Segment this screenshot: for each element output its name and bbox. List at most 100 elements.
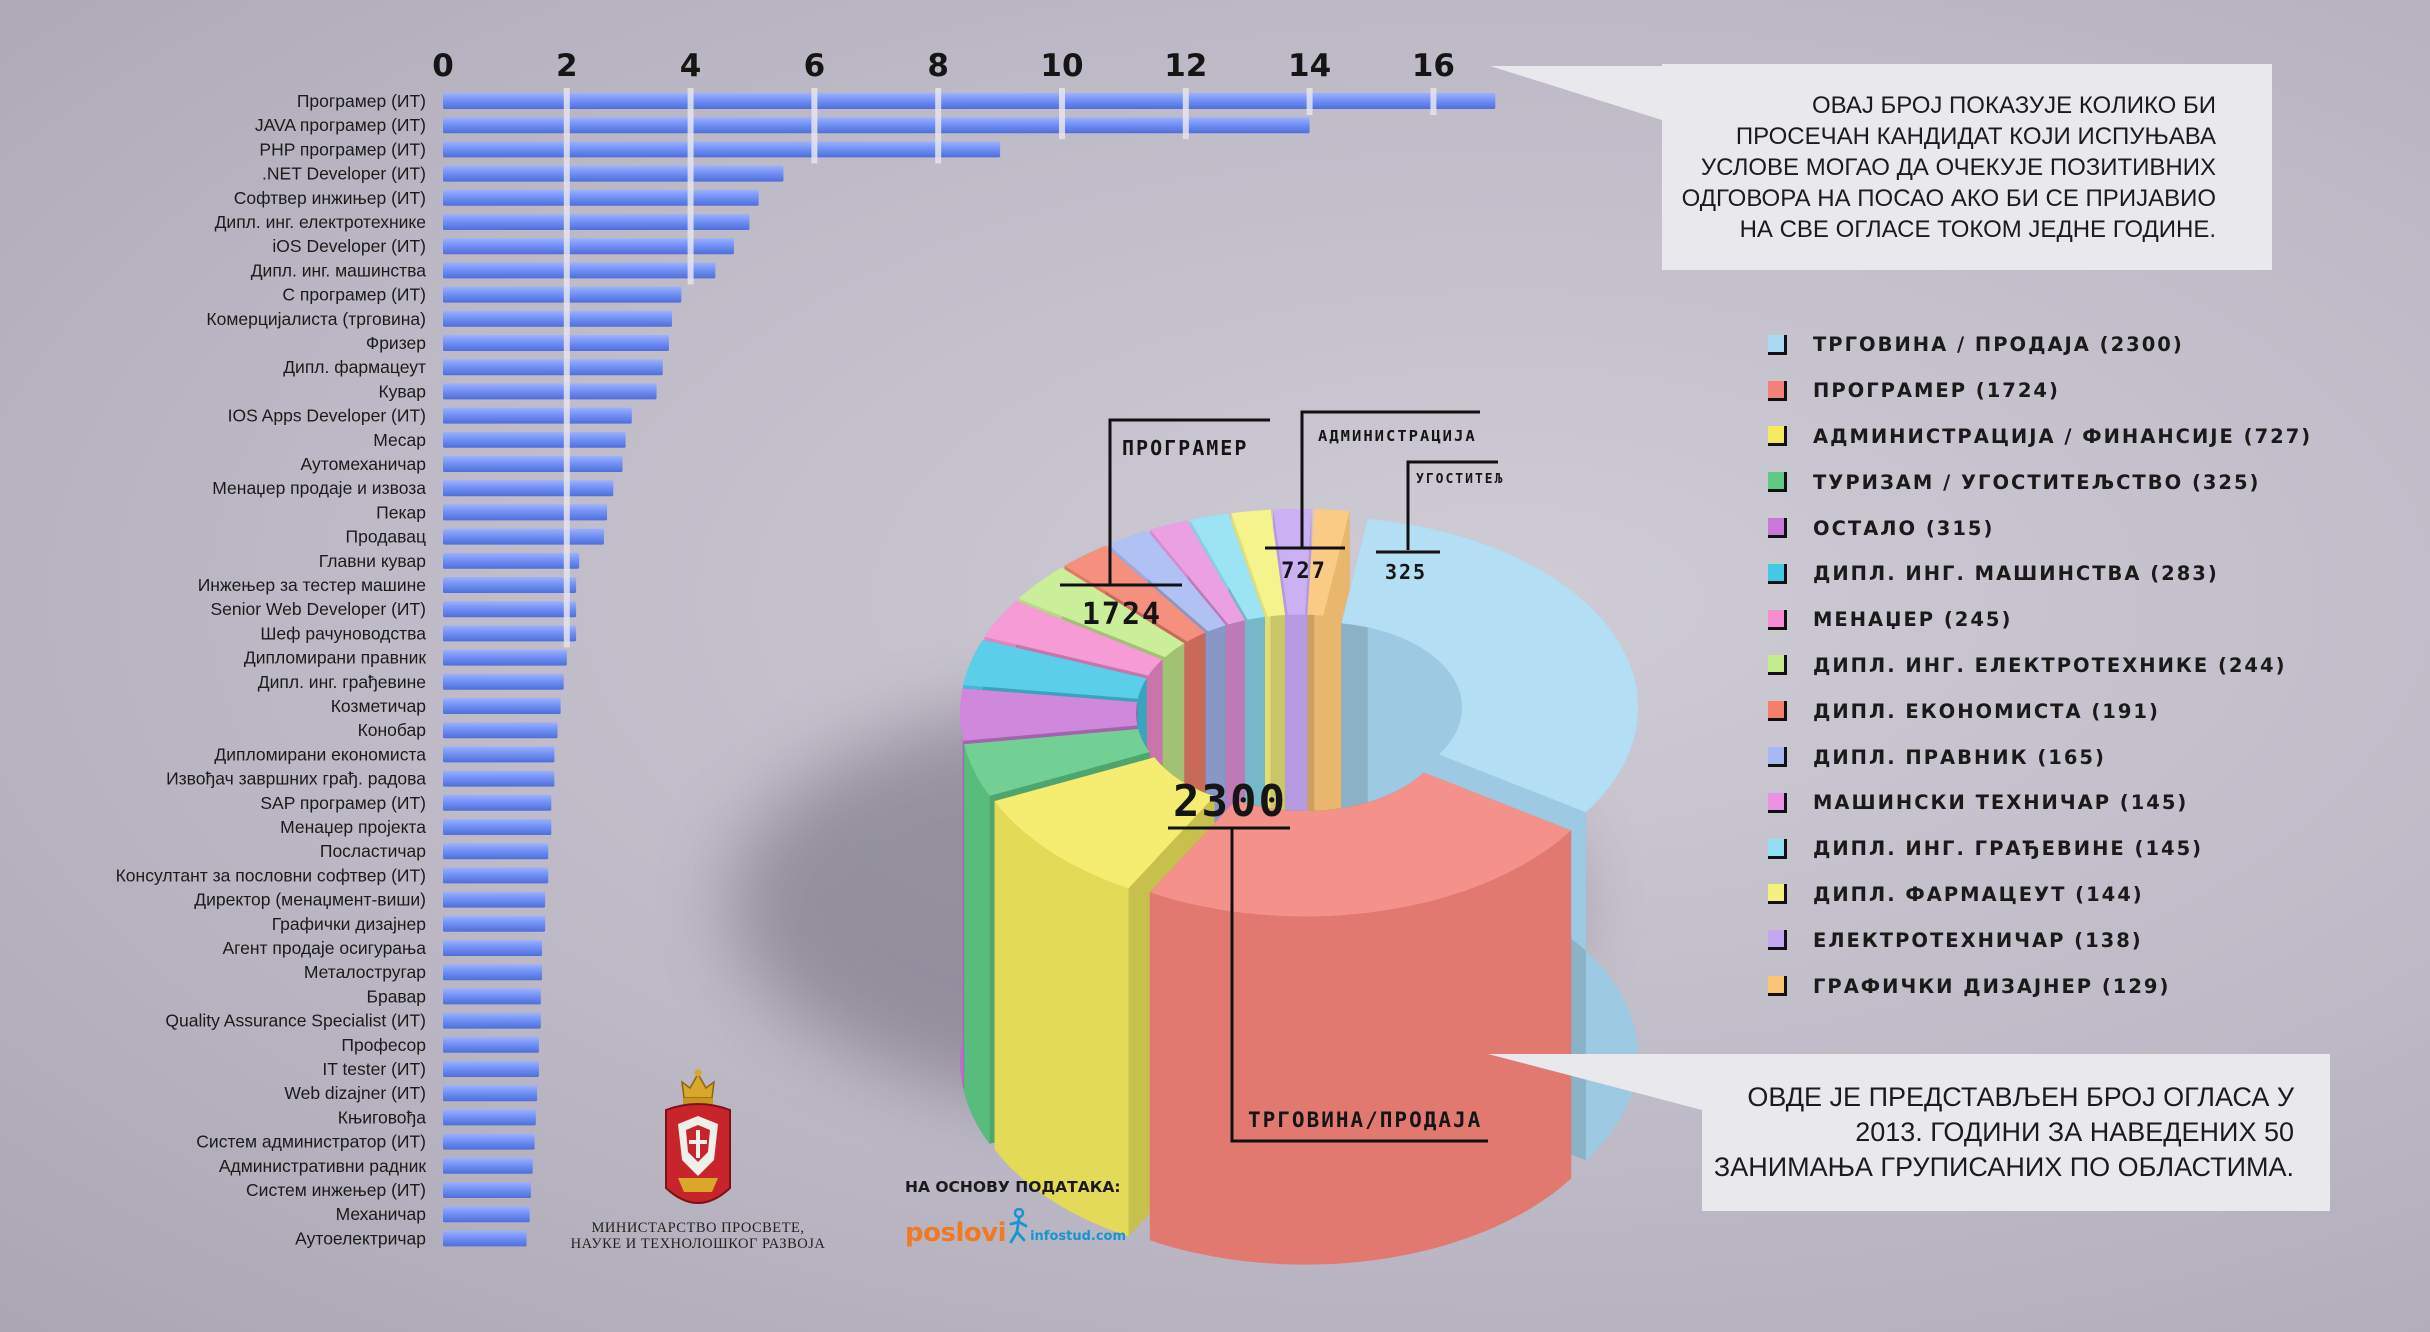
bar [443,698,561,714]
category-label: Механичар [336,1204,426,1224]
bar [443,286,682,303]
bar [443,1085,538,1102]
callout-name: АДМИНИСТРАЦИЈА [1318,427,1477,445]
legend-item: АДМИНИСТРАЦИЈА / ФИНАНСИЈЕ (727) [1768,414,2312,460]
bar [443,1182,531,1198]
pie-slice-top [1189,513,1265,620]
pie-slice-top [1149,772,1572,917]
category-label: Инжењер за тестер машине [198,575,426,595]
grid-line [1182,88,1189,140]
category-label: Козметичар [331,696,426,716]
legend-item: ОСТАЛО (315) [1768,505,2312,551]
pie-slice-top [984,600,1163,676]
note-top-pointer [1490,66,1662,120]
pie-slice-top [1231,509,1286,617]
x-tick-label: 2 [556,48,578,84]
bar [443,940,543,956]
category-label: Софтвер инжињер (ИТ) [234,188,426,208]
legend-label: ДИПЛ. ЕКОНОМИСТА (191) [1813,699,2160,723]
note-top-line: НА СВЕ ОГЛАСЕ ТОКОМ ЈЕДНЕ ГОДИНЕ. [1739,216,2216,243]
legend-item: ТУРИЗАМ / УГОСТИТЕЉСТВО (325) [1768,459,2312,505]
bar [443,480,614,497]
running-figure-icon [1009,1208,1028,1244]
callout-leader [1300,410,1480,548]
legend-item: ТРГОВИНА / ПРОДАЈА (2300) [1768,322,2312,368]
category-label: Шеф рачуноводства [260,623,426,643]
legend-label: ОСТАЛО (315) [1813,516,1995,540]
note-top-line: УСЛОВЕ МОГАО ДА ОЧЕКУЈЕ ПОЗИТИВНИХ [1700,154,2216,181]
callout-value: 727 [1281,559,1327,584]
category-label: Senior Web Developer (ИТ) [210,599,426,619]
bar [443,359,663,376]
bar [443,915,546,932]
legend-swatch [1768,792,1787,813]
bar [443,456,623,472]
pie-slice-top [964,729,1150,796]
callout-value: 325 [1385,560,1427,584]
legend-label: ТУРИЗАМ / УГОСТИТЕЉСТВО (325) [1813,470,2261,494]
category-label: Месар [373,430,426,450]
note-top-line: ОВАЈ БРОЈ ПОКАЗУЈЕ КОЛИКО БИ [1811,92,2216,119]
category-label: PHP програмер (ИТ) [259,139,426,159]
pie-slice-top [1064,545,1206,642]
category-label: Извођач завршних грађ. радова [166,769,426,789]
serbian-coat-of-arms-icon [665,1069,731,1204]
note-bottom-pointer [1488,1054,1702,1110]
legend-swatch [1768,380,1787,401]
legend-label: ДИПЛ. ИНГ. МАШИНСТВА (283) [1813,562,2219,586]
grid-line [935,88,942,164]
legend-swatch [1768,472,1787,493]
legend-item: ГРАФИЧКИ ДИЗАЈНЕР (129) [1768,963,2312,1009]
grid-line [1306,88,1313,115]
category-label: Продавац [346,527,426,547]
legend-label: ДИПЛ. ИНГ. ГРАЂЕВИНЕ (145) [1813,837,2204,861]
x-tick-label: 8 [927,48,949,84]
category-label: C програмер (ИТ) [282,285,426,305]
category-label: Систем администратор (ИТ) [196,1132,426,1152]
x-tick-label: 6 [804,48,826,84]
pie-slice-top [1018,567,1185,658]
legend-label: МЕНАЏЕР (245) [1813,608,2013,632]
category-label: Главни кувар [319,551,426,571]
legend-item: ДИПЛ. ФАРМАЦЕУТ (144) [1768,872,2312,918]
legend-swatch [1768,655,1787,676]
category-label: Металостругар [304,962,426,982]
legend-item: ПРОГРАМЕР (1724) [1768,368,2312,414]
legend-label: ДИПЛ. ИНГ. ЕЛЕКТРОТЕХНИКЕ (244) [1813,653,2287,677]
category-label: Програмер (ИТ) [297,91,426,111]
category-label: Систем инжењер (ИТ) [246,1180,426,1200]
category-label: Директор (менаџмент-виши) [194,890,426,910]
category-label: Web dizajner (ИТ) [284,1083,426,1103]
category-label: Књиговођа [338,1107,426,1127]
legend-item: ДИПЛ. ИНГ. МАШИНСТВА (283) [1768,551,2312,597]
legend-swatch [1768,334,1787,355]
category-label: iOS Developer (ИТ) [272,236,426,256]
note-top-line: ОДГОВОРА НА ПОСАО АКО БИ СЕ ПРИЈАВИО [1681,185,2216,212]
bar [443,528,604,545]
category-label: IOS Apps Developer (ИТ) [228,406,426,426]
legend-item: МЕНАЏЕР (245) [1768,597,2312,643]
legend-swatch [1768,426,1787,447]
category-label: Аутоелектричар [295,1228,426,1248]
bar [443,141,1001,158]
logo-sub-text: infostud.com [1030,1229,1127,1244]
legend-swatch [1768,930,1787,951]
bar [443,891,546,908]
x-tick-label: 16 [1412,48,1455,84]
legend-label: ЕЛЕКТРОТЕХНИЧАР (138) [1813,928,2143,952]
pie-slice-outer-wall [964,744,990,1144]
legend-swatch [1768,563,1787,584]
bar [443,431,626,448]
bar [443,770,555,787]
pie-slice-outer-wall [1149,830,1572,1265]
category-label: Кувар [378,381,426,401]
legend-label: ДИПЛ. ФАРМАЦЕУТ (144) [1813,882,2144,906]
grid-line [1430,88,1437,115]
category-label: Менаџер пројекта [280,817,426,837]
bar [443,310,673,327]
bar [443,746,555,763]
bar [443,407,632,424]
category-label: Комерцијалиста (трговина) [206,309,426,329]
legend-swatch [1768,884,1787,905]
